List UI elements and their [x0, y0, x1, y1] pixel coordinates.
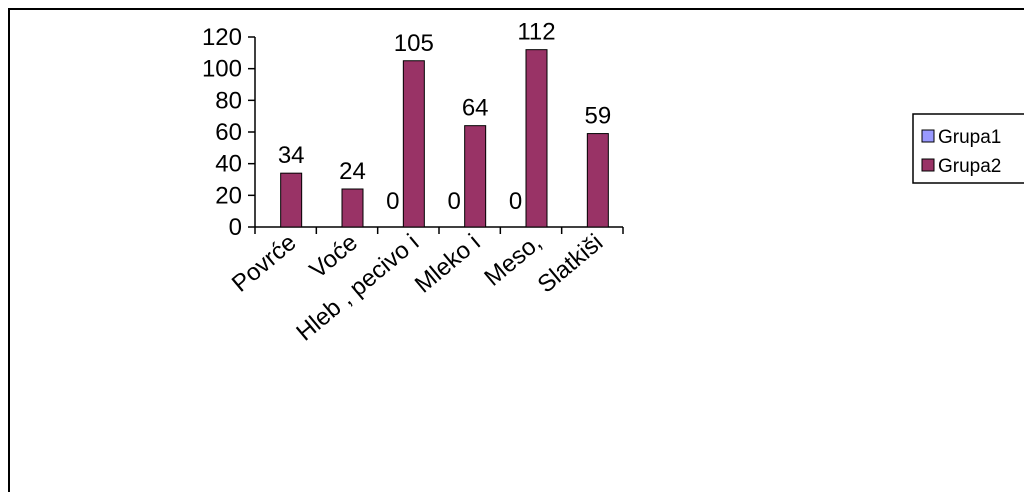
bar-grupa2 [280, 172, 303, 228]
bar-grupa2 [402, 60, 425, 228]
y-tick-label: 100 [202, 56, 242, 83]
legend-swatch [921, 158, 935, 172]
data-label: 0 [386, 188, 399, 215]
chart-frame [8, 8, 1024, 492]
data-label: 0 [509, 188, 522, 215]
data-label: 0 [447, 188, 460, 215]
data-label: 112 [517, 19, 555, 46]
y-tick-label: 20 [215, 182, 242, 209]
legend-swatch [921, 129, 935, 143]
data-label: 34 [278, 142, 305, 169]
data-label: 59 [584, 103, 611, 130]
data-label: 105 [394, 30, 434, 57]
legend-label: Grupa1 [938, 127, 1001, 148]
bar-grupa2 [464, 125, 487, 228]
legend-label: Grupa2 [938, 156, 1001, 177]
data-label: 64 [462, 95, 489, 122]
y-tick-label: 80 [215, 87, 242, 114]
bar-grupa2 [341, 188, 364, 228]
bar-grupa2 [586, 133, 609, 228]
y-tick-label: 0 [229, 214, 242, 241]
y-tick-label: 40 [215, 151, 242, 178]
bar-grupa2 [525, 49, 548, 228]
y-tick-label: 120 [202, 24, 242, 51]
legend: Grupa1 Grupa2 [912, 113, 1024, 184]
y-tick-label: 60 [215, 119, 242, 146]
data-label: 24 [339, 158, 366, 185]
